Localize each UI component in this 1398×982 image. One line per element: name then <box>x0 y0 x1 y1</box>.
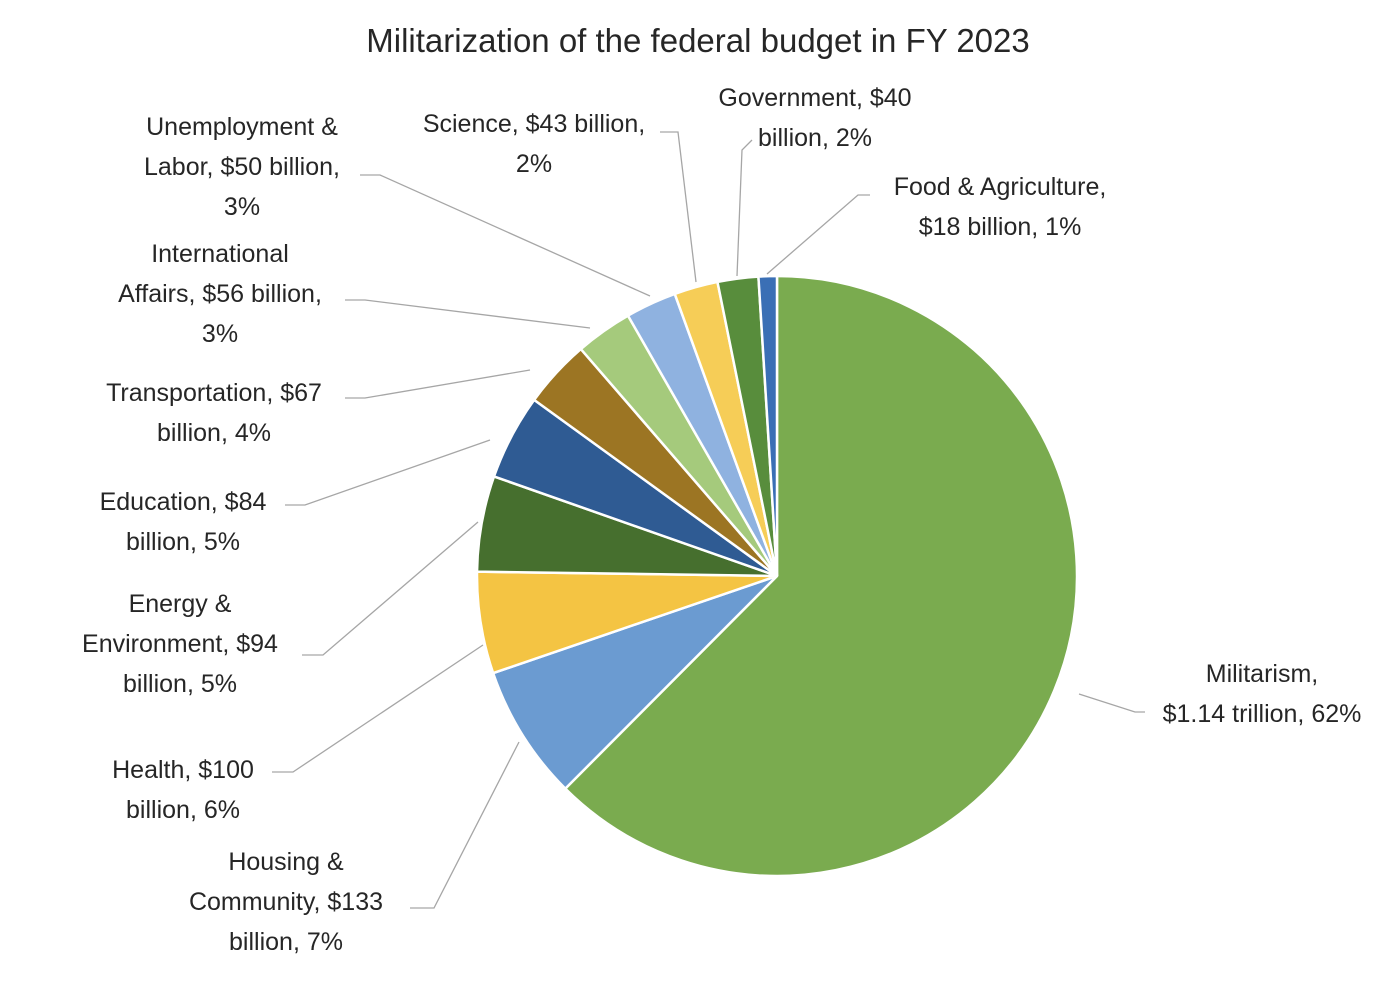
data-label-line: Environment, $94 <box>82 630 278 658</box>
data-label-line: Affairs, $56 billion, <box>118 280 322 308</box>
leader-line-militarism <box>1078 693 1145 713</box>
pie-slice-food-and-agriculture <box>757 274 779 577</box>
data-label-line: Science, $43 billion, <box>423 110 645 138</box>
leader-line-science <box>660 131 697 283</box>
leader-line-international-affairs <box>345 299 591 329</box>
data-label-line: billion, 5% <box>123 670 237 698</box>
data-label-line: Militarism, <box>1206 660 1319 688</box>
data-label-line: 2% <box>516 150 552 178</box>
leader-lines <box>272 131 1145 909</box>
leader-line-government <box>736 139 753 277</box>
data-label-line: International <box>151 240 289 268</box>
data-label-line: Transportation, $67 <box>106 379 322 407</box>
data-label-international-affairs: International Affairs, $56 billion, 3% <box>118 240 322 348</box>
leader-line-unemployment-and-labor <box>360 174 651 297</box>
data-label-health: Health, $100 billion, 6% <box>112 756 254 824</box>
data-label-militarism: Militarism, $1.14 trillion, 62% <box>1163 660 1362 728</box>
pie-slice-militarism <box>563 274 1079 878</box>
data-label-government: Government, $40 billion, 2% <box>718 84 911 152</box>
data-label-line: Education, $84 <box>100 488 267 516</box>
data-label-line: $1.14 trillion, 62% <box>1163 700 1362 728</box>
data-label-line: Health, $100 <box>112 756 254 784</box>
data-label-line: billion, 6% <box>126 796 240 824</box>
pie-slice-housing-and-community <box>491 574 778 791</box>
data-label-line: Housing & <box>228 848 344 876</box>
data-label-line: 3% <box>224 193 260 221</box>
leader-line-transportation <box>345 369 531 399</box>
data-label-line: Community, $133 <box>189 888 383 916</box>
data-label-line: Food & Agriculture, <box>894 173 1107 201</box>
data-label-line: billion, 4% <box>157 419 271 447</box>
data-label-housing-and-community: Housing & Community, $133 billion, 7% <box>189 848 383 956</box>
chart-title: Militarization of the federal budget in … <box>366 22 1029 59</box>
leader-line-housing-and-community <box>410 741 520 909</box>
data-label-line: Labor, $50 billion, <box>144 153 340 181</box>
data-label-line: billion, 2% <box>758 124 872 152</box>
data-label-unemployment-and-labor: Unemployment & Labor, $50 billion, 3% <box>144 113 340 221</box>
leader-line-health <box>272 644 484 773</box>
data-label-science: Science, $43 billion, 2% <box>423 110 645 178</box>
pie-slices <box>475 274 1079 878</box>
data-label-line: Government, $40 <box>718 84 911 112</box>
data-label-energy-and-environment: Energy & Environment, $94 billion, 5% <box>82 590 278 698</box>
leader-line-food-and-agriculture <box>766 194 870 275</box>
leader-line-education <box>285 439 491 506</box>
data-label-line: billion, 7% <box>229 928 343 956</box>
data-label-line: billion, 5% <box>126 528 240 556</box>
data-label-food-and-agriculture: Food & Agriculture, $18 billion, 1% <box>894 173 1107 241</box>
data-label-line: Unemployment & <box>146 113 338 141</box>
data-label-line: 3% <box>202 320 238 348</box>
data-label-line: Energy & <box>129 590 232 618</box>
leader-line-energy-and-environment <box>302 521 479 656</box>
data-label-education: Education, $84 billion, 5% <box>100 488 267 556</box>
data-labels: Militarism, $1.14 trillion, 62% Housing & C… <box>82 84 1361 956</box>
data-label-line: $18 billion, 1% <box>919 213 1082 241</box>
data-label-transportation: Transportation, $67 billion, 4% <box>106 379 322 447</box>
